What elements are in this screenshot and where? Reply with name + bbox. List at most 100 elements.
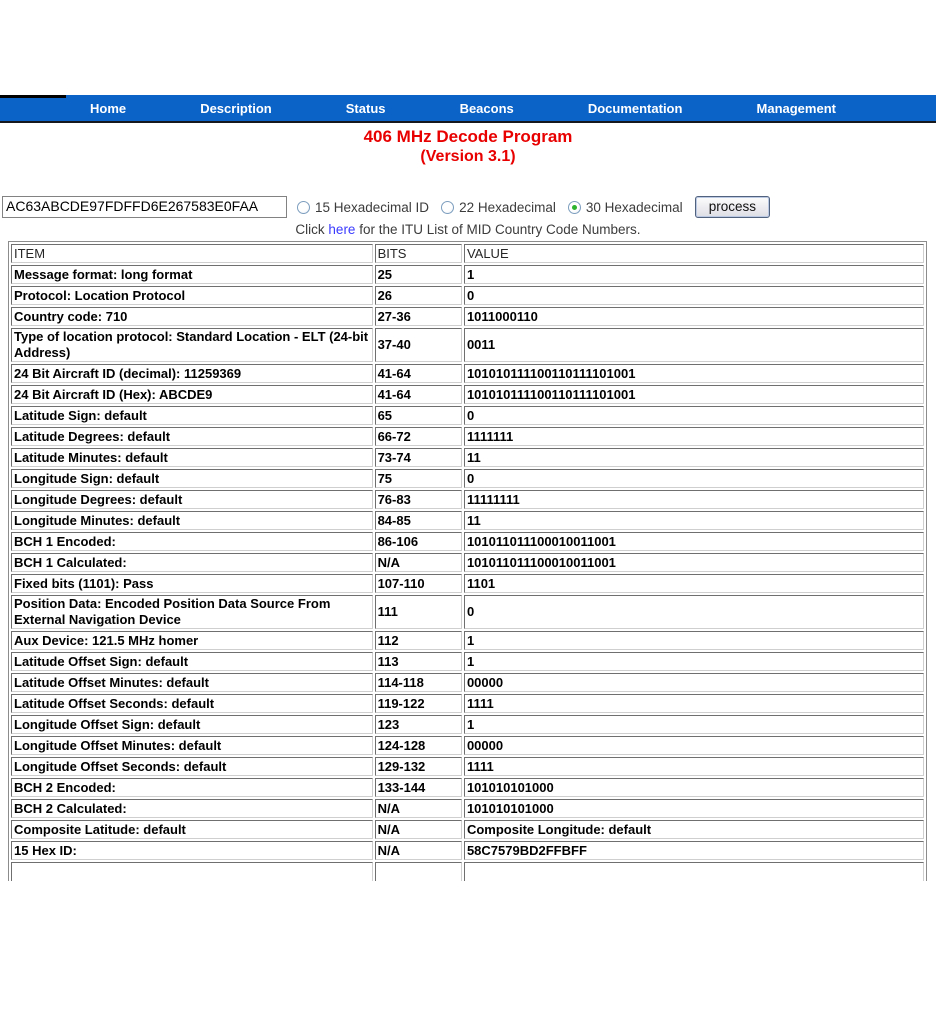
table-row: Latitude Degrees: default 66-72 1111111 <box>11 427 924 446</box>
table-row: Message format: long format 25 1 <box>11 265 924 284</box>
table-row: Longitude Offset Minutes: default 124-128… <box>11 736 924 755</box>
itu-link-line: Click here for the ITU List of MID Count… <box>0 222 936 237</box>
item-cell: Latitude Degrees: default <box>11 427 373 446</box>
value-cell: 101011011100010011001 <box>463 553 924 572</box>
item-cell: Message format: long format <box>11 265 373 284</box>
process-button[interactable]: process <box>694 196 770 218</box>
page-title-line1: 406 MHz Decode Program <box>363 127 573 146</box>
decode-table: ITEM BITS VALUE Message format: long format… <box>8 241 927 881</box>
item-cell: 24 Bit Aircraft ID (Hex): ABCDE9 <box>11 385 373 404</box>
table-row: Longitude Offset Seconds: default 129-132… <box>11 757 924 776</box>
table-row: Country code: 710 27-36 1011000110 <box>11 307 924 326</box>
bits-cell: 37-40 <box>374 328 462 362</box>
value-cell: 101010111100110111101001 <box>463 364 924 383</box>
table-row: Longitude Offset Sign: default 123 1 <box>11 715 924 734</box>
table-row: Latitude Offset Minutes: default 114-118 0… <box>11 673 924 692</box>
value-cell: 00000 <box>463 736 924 755</box>
table-row: BCH 2 Encoded: 133-144 101010101000 <box>11 778 924 797</box>
table-row: 24 Bit Aircraft ID (Hex): ABCDE9 41-64 101… <box>11 385 924 404</box>
decode-controls-row: AC63ABCDE97FDFFD6E267583E0FAA 15 Hexadec… <box>2 196 934 218</box>
item-cell: 24 Bit Aircraft ID (decimal): 11259369 <box>11 364 373 383</box>
bits-cell: 75 <box>374 469 462 488</box>
value-cell: 101010111100110111101001 <box>463 385 924 404</box>
item-cell: BCH 1 Calculated: <box>11 553 373 572</box>
value-cell: 101011011100010011001 <box>463 532 924 551</box>
value-cell: 0 <box>463 595 924 629</box>
table-row: Longitude Minutes: default 84-85 11 <box>11 511 924 530</box>
bits-cell: N/A <box>374 841 462 860</box>
beacon-hex-input[interactable]: AC63ABCDE97FDFFD6E267583E0FAA <box>2 196 287 218</box>
item-cell: Longitude Offset Seconds: default <box>11 757 373 776</box>
table-row: Fixed bits (1101): Pass 107-110 1101 <box>11 574 924 593</box>
bits-cell: 26 <box>374 286 462 305</box>
nav-item-status[interactable]: Status <box>345 100 386 116</box>
radio-option-15-hex[interactable]: 15 Hexadecimal ID <box>297 200 429 215</box>
nav-item-home[interactable]: Home <box>90 100 127 116</box>
nav-item-beacons[interactable]: Beacons <box>459 100 514 116</box>
header-value-cell: VALUE <box>463 244 924 263</box>
value-cell: Composite Longitude: default <box>463 820 924 839</box>
item-cell: Aux Device: 121.5 MHz homer <box>11 631 373 650</box>
decode-table-container: ITEM BITS VALUE Message format: long format… <box>8 241 929 881</box>
bits-cell: 112 <box>374 631 462 650</box>
radio-option-30-hex[interactable]: 30 Hexadecimal <box>567 200 683 215</box>
table-row: Latitude Sign: default 65 0 <box>11 406 924 425</box>
item-cell: Latitude Sign: default <box>11 406 373 425</box>
nav-item-management[interactable]: Management <box>756 100 836 116</box>
table-row: Longitude Degrees: default 76-83 11111111 <box>11 490 924 509</box>
nav-item-documentation[interactable]: Documentation <box>587 100 683 116</box>
radio-label: 15 Hexadecimal ID <box>315 199 430 215</box>
hex-length-radio-group: 15 Hexadecimal ID 22 Hexadecimal 30 Hexade… <box>297 200 695 215</box>
table-row: Latitude Offset Sign: default 113 1 <box>11 652 924 671</box>
table-row: BCH 1 Encoded: 86-106 10101101110001001100… <box>11 532 924 551</box>
nav-item-description[interactable]: Description <box>200 100 272 116</box>
value-cell: 1 <box>463 631 924 650</box>
table-row: Longitude Sign: default 75 0 <box>11 469 924 488</box>
radio-button-icon[interactable] <box>297 200 310 214</box>
table-row: Type of location protocol: Standard Loca… <box>11 328 924 362</box>
item-cell: 15 Hex ID: <box>11 841 373 860</box>
table-row: Latitude Offset Seconds: default 119-122 1… <box>11 694 924 713</box>
radio-button-icon[interactable] <box>567 200 581 214</box>
value-cell: 1111111 <box>463 427 924 446</box>
value-cell: 1111 <box>463 757 924 776</box>
item-cell: BCH 2 Encoded: <box>11 778 373 797</box>
value-cell: 11 <box>463 511 924 530</box>
bits-cell: 65 <box>374 406 462 425</box>
item-cell <box>11 862 373 881</box>
table-row: Protocol: Location Protocol 26 0 <box>11 286 924 305</box>
item-cell: Longitude Offset Sign: default <box>11 715 373 734</box>
radio-option-22-hex[interactable]: 22 Hexadecimal <box>441 200 556 215</box>
value-cell: 101010101000 <box>463 799 924 818</box>
header-bits-cell: BITS <box>374 244 462 263</box>
bits-cell: 119-122 <box>374 694 462 713</box>
item-cell: BCH 1 Encoded: <box>11 532 373 551</box>
bits-cell: N/A <box>374 553 462 572</box>
bits-cell: 41-64 <box>374 385 462 404</box>
bits-cell: 84-85 <box>374 511 462 530</box>
value-cell: 11 <box>463 448 924 467</box>
bits-cell: 107-110 <box>374 574 462 593</box>
item-cell: Position Data: Encoded Position Data Sou… <box>11 595 373 629</box>
table-row <box>11 862 924 881</box>
bits-cell: 133-144 <box>374 778 462 797</box>
bits-cell: 129-132 <box>374 757 462 776</box>
value-cell: 58C7579BD2FFBFF <box>463 841 924 860</box>
value-cell: 11111111 <box>463 490 924 509</box>
bits-cell: 123 <box>374 715 462 734</box>
table-row: BCH 2 Calculated: N/A 101010101000 <box>11 799 924 818</box>
bits-cell: 111 <box>374 595 462 629</box>
radio-button-icon[interactable] <box>441 200 455 214</box>
bits-cell: 27-36 <box>374 307 462 326</box>
bits-cell <box>374 862 462 881</box>
bits-cell: 114-118 <box>374 673 462 692</box>
value-cell <box>463 862 924 881</box>
item-cell: Fixed bits (1101): Pass <box>11 574 373 593</box>
bits-cell: N/A <box>374 820 462 839</box>
value-cell: 0 <box>463 286 924 305</box>
item-cell: Latitude Offset Seconds: default <box>11 694 373 713</box>
value-cell: 1111 <box>463 694 924 713</box>
table-row: Latitude Minutes: default 73-74 11 <box>11 448 924 467</box>
itu-link-prefix: Click <box>295 222 329 237</box>
itu-list-link[interactable]: here <box>328 222 356 237</box>
